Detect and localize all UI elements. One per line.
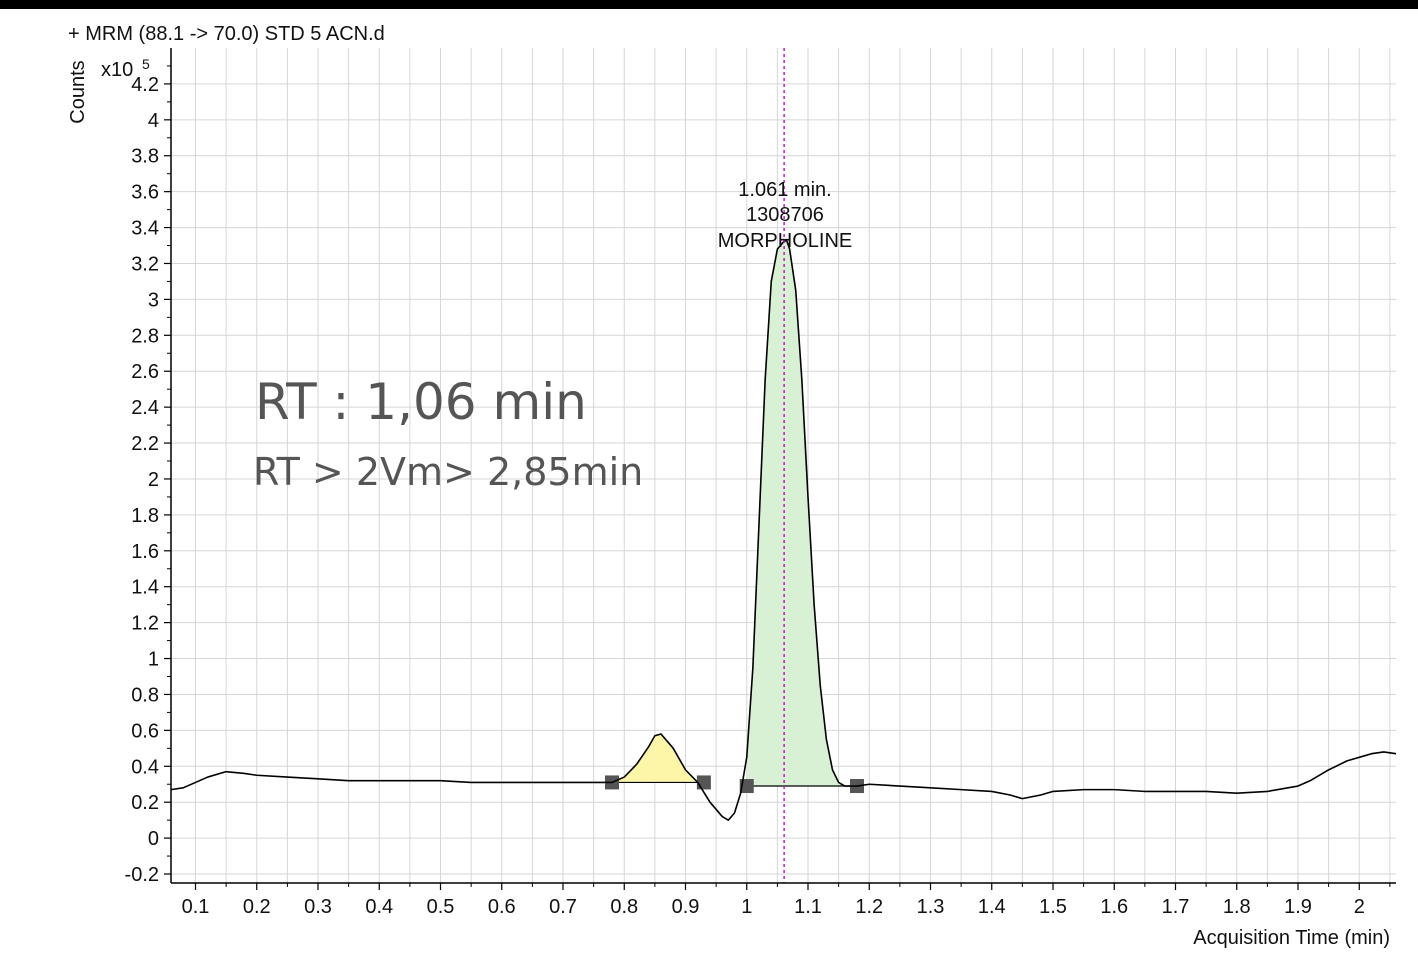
x-tick-label: 1 [741, 896, 752, 918]
y-tick-label: 2.4 [131, 397, 159, 419]
x-tick-label: 1.8 [1223, 896, 1251, 918]
x-tick-label: 0.7 [549, 896, 577, 918]
y-tick-label: 0.8 [131, 684, 159, 706]
y-tick-label: 1.8 [131, 505, 159, 527]
x-tick-label: 0.8 [610, 896, 638, 918]
y-tick-label: 1.2 [131, 613, 159, 635]
x-tick-label: 0.9 [672, 896, 700, 918]
x-tick-label: 0.3 [304, 896, 332, 918]
signal-line [170, 239, 1397, 821]
chart-title: + MRM (88.1 -> 70.0) STD 5 ACN.d [68, 23, 385, 45]
y-tick-label: 0.6 [131, 720, 159, 742]
signal-trace [170, 239, 1397, 821]
y-tick-label: -0.2 [125, 864, 159, 886]
y-tick-label: 2.2 [131, 433, 159, 455]
top-border-bar [0, 0, 1418, 9]
peak-integration-marker [696, 775, 711, 790]
y-tick-label: 3 [148, 289, 159, 311]
x-tick-label: 1.4 [978, 896, 1006, 918]
y-tick-label: 2.8 [131, 325, 159, 347]
x-tick-label: 0.1 [182, 896, 210, 918]
x-tick-label: 0.5 [427, 896, 455, 918]
integrated-peak-fill-2 [746, 240, 857, 787]
x-axis-label: Acquisition Time (min) [1193, 927, 1390, 949]
y-exponent-label: 5 [142, 56, 150, 72]
y-tick-label: 2 [148, 469, 159, 491]
integrated-peak-fills [605, 240, 864, 794]
tick-labels: -0.2 0 0.2 0.4 0.6 0.8 1 1.2 1.4 1.6 1.8 2 2.2 2.4 2.6… [125, 74, 1365, 918]
overlay-rt-condition-text: RT > 2Vm> 2,85min [253, 450, 643, 494]
y-tick-label: 4.2 [131, 74, 159, 96]
y-tick-label: 3.8 [131, 146, 159, 168]
x-tick-label: 1.3 [917, 896, 945, 918]
axes [164, 48, 1396, 890]
y-tick-label: 0 [148, 828, 159, 850]
y-tick-label: 3.2 [131, 253, 159, 275]
overlay-rt-text: RT : 1,06 min [255, 373, 587, 431]
integrated-peak-fill-1 [612, 733, 704, 783]
x-tick-label: 0.2 [243, 896, 271, 918]
y-tick-label: 1 [148, 649, 159, 671]
x-tick-label: 1.2 [855, 896, 883, 918]
y-tick-label: 0.4 [131, 756, 159, 778]
y-tick-label: 1.6 [131, 541, 159, 563]
y-multiplier-label: x10 [101, 59, 133, 81]
y-tick-label: 0.2 [131, 792, 159, 814]
y-tick-label: 3.6 [131, 182, 159, 204]
peak-annotation-name: MORPHOLINE [718, 230, 852, 252]
x-tick-label: 1.5 [1039, 896, 1067, 918]
y-tick-label: 2.6 [131, 361, 159, 383]
x-tick-label: 0.6 [488, 896, 516, 918]
x-tick-label: 0.4 [365, 896, 393, 918]
y-tick-label: 3.4 [131, 218, 159, 240]
y-axis-label: Counts [67, 60, 89, 123]
x-tick-label: 2 [1354, 896, 1365, 918]
y-tick-label: 1.4 [131, 577, 159, 599]
y-tick-label: 4 [148, 110, 159, 132]
x-tick-label: 1.1 [794, 896, 822, 918]
x-tick-label: 1.6 [1100, 896, 1128, 918]
x-tick-label: 1.9 [1284, 896, 1312, 918]
x-tick-label: 1.7 [1162, 896, 1190, 918]
peak-annotation-rt: 1.061 min. [738, 179, 831, 201]
peak-annotation-area: 1308706 [746, 204, 824, 226]
